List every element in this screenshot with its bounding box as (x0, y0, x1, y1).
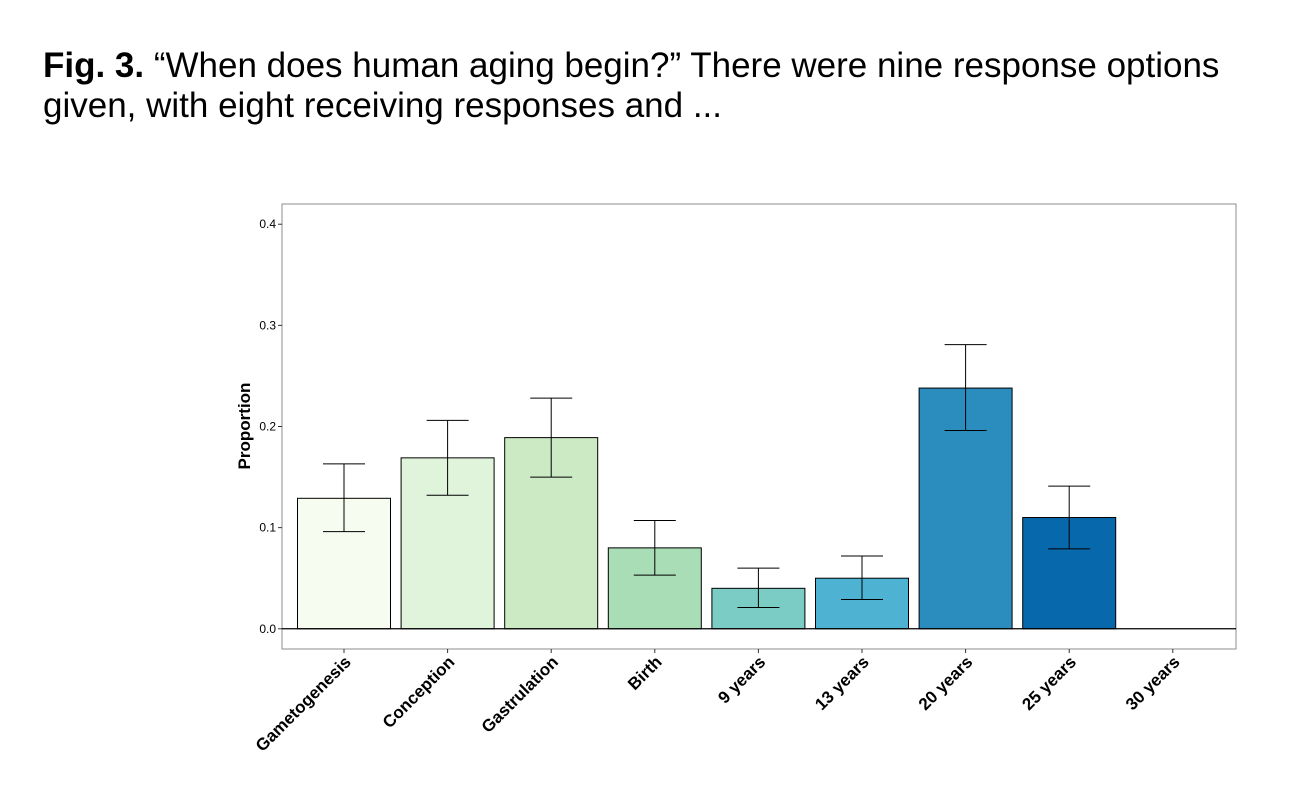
x-tick-label: 9 years (714, 652, 769, 707)
y-tick-label: 0.2 (259, 420, 276, 434)
x-tick-label: Gastrulation (478, 652, 562, 736)
x-tick-label: 30 years (1122, 652, 1184, 714)
x-tick-label: Gametogenesis (252, 652, 355, 755)
y-tick-label: 0.0 (259, 622, 276, 636)
error-bars-layer (323, 344, 1091, 609)
error-bar (323, 463, 365, 533)
x-tick-label: Birth (624, 652, 665, 693)
error-bar (737, 567, 780, 609)
y-tick-label: 0.1 (259, 521, 276, 535)
figure-caption-text: “When does human aging begin?” There wer… (43, 46, 1220, 125)
x-tick-label: Conception (379, 652, 459, 732)
x-tick-label: 25 years (1018, 652, 1080, 714)
y-axis-title: Proportion (235, 383, 254, 470)
y-tick-label: 0.3 (259, 318, 276, 332)
figure-caption: Fig. 3. “When does human aging begin?” T… (43, 46, 1243, 126)
error-bar (633, 520, 676, 576)
error-bar (530, 397, 573, 478)
error-bar (841, 555, 883, 600)
error-bar (1048, 485, 1091, 550)
error-bar (426, 419, 469, 496)
labels-layer: 0.0 0.1 0.2 0.3 0.4 Gametogenesis Conception Ga… (252, 217, 1184, 755)
figure-label: Fig. 3. (43, 46, 145, 85)
axes-layer (278, 203, 1237, 653)
bars-layer (297, 387, 1117, 630)
x-tick-label: 20 years (915, 652, 977, 714)
y-tick-label: 0.4 (259, 217, 276, 231)
x-tick-label: 13 years (811, 652, 873, 714)
error-bar (944, 344, 987, 432)
